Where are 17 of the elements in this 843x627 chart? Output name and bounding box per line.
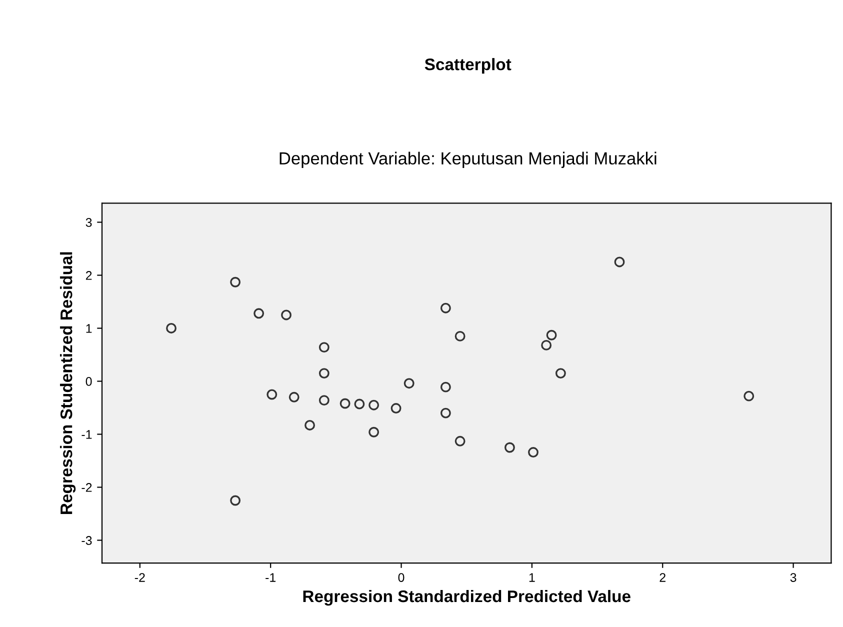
- y-tick-label: 2: [86, 271, 92, 280]
- y-tick-label: -2: [82, 483, 92, 492]
- x-tick-label: -1: [266, 573, 276, 582]
- chart-title: Scatterplot: [424, 58, 512, 74]
- x-tick-label: 2: [660, 573, 666, 582]
- y-tick-label: 1: [86, 324, 92, 333]
- y-axis-title: Regression Studentized Residual: [60, 252, 76, 514]
- chart-subtitle: Dependent Variable: Keputusan Menjadi Muzakki: [280, 152, 656, 168]
- x-tick-label: 1: [529, 573, 535, 582]
- y-tick-label: 0: [86, 377, 92, 386]
- x-tick-label: 3: [790, 573, 796, 582]
- y-tick-label: 3: [86, 218, 92, 227]
- x-axis-title: Regression Standardized Predicted Value: [303, 590, 630, 606]
- x-tick-label: -2: [134, 573, 145, 582]
- y-tick-label: -3: [82, 536, 92, 545]
- x-tick-label: 0: [398, 573, 404, 582]
- y-tick-label: -1: [82, 430, 92, 439]
